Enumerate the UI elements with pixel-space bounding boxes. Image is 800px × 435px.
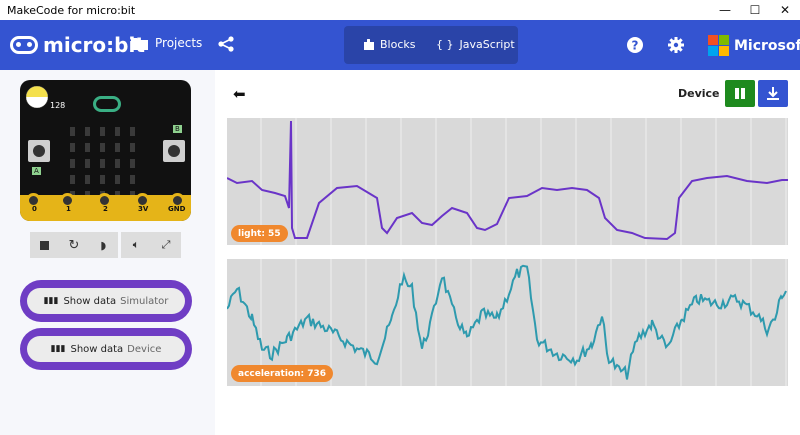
light-level-icon [26,86,48,108]
show-data-device-pill: ▮▮▮ Show data Device [27,336,185,362]
led-matrix[interactable] [70,127,135,200]
pin-3v[interactable] [135,193,150,208]
simulator-controls-2: 🔈︎ ⤢ [121,232,181,258]
javascript-label: JavaScript [459,38,515,51]
logo-text: micro:bit [43,33,145,57]
pin-label: 0 [32,205,37,213]
blocks-label: Blocks [380,38,416,51]
microsoft-icon [708,35,729,56]
show-data-simulator-button[interactable]: ▮▮▮ Show data Simulator [20,280,192,322]
pin-label: 2 [103,205,108,213]
acceleration-chart: acceleration: 736 [227,259,788,386]
window-title: MakeCode for micro:bit [7,3,136,17]
simulator-controls: ↻ ◗ [30,232,118,258]
svg-text:?: ? [632,39,639,53]
arrow-left-icon: ⬅ [233,85,246,103]
bar-chart-icon: ▮▮▮ [50,344,66,354]
light-chart: light: 55 [227,118,788,245]
pin-1[interactable] [60,193,75,208]
restart-icon: ↻ [68,237,80,253]
slowmo-icon: ◗ [100,238,107,252]
acceleration-badge: acceleration: 736 [231,365,334,382]
fullscreen-icon: ⤢ [161,238,171,251]
button-b[interactable] [163,140,185,162]
close-button[interactable]: ✕ [779,3,791,17]
back-button[interactable]: ⬅ [233,85,246,103]
show-data-simulator-pill: ▮▮▮ Show data Simulator [27,288,185,314]
waveform-line [227,120,788,241]
minimize-button[interactable]: — [719,3,731,17]
download-icon [767,87,779,100]
button-b-label: B [173,125,182,133]
simulator-panel: 128 A B 0 1 2 3V [0,70,215,435]
waveform-line [227,264,787,380]
pause-button[interactable] [725,80,755,107]
braces-icon: { } [436,38,454,51]
light-badge: light: 55 [231,225,288,242]
bar-chart-icon: ▮▮▮ [43,296,59,306]
projects-button[interactable]: Projects [131,36,202,50]
show-data-label: Show data [63,295,117,307]
gear-icon [668,37,684,53]
puzzle-icon [364,39,374,50]
pin-label: 1 [66,205,71,213]
pin-label: GND [168,205,186,213]
microbit-board: 128 A B 0 1 2 3V [20,80,191,221]
microsoft-label: Microsoft [734,37,800,54]
editor-toggle: Blocks { } JavaScript [344,26,518,64]
stop-button[interactable] [30,240,59,250]
show-data-device-button[interactable]: ▮▮▮ Show data Device [20,328,192,370]
help-icon: ? [627,37,643,53]
share-button[interactable] [218,36,234,56]
show-data-source: Simulator [120,295,169,307]
pin-gnd[interactable] [170,193,185,208]
sound-icon: 🔈︎ [132,238,140,251]
settings-button[interactable] [668,37,684,57]
stop-icon [40,240,50,250]
slowmo-button[interactable]: ◗ [89,239,118,252]
sound-button[interactable]: 🔈︎ [121,238,151,252]
microbit-face-icon [93,96,121,112]
help-button[interactable]: ? [627,37,643,57]
share-icon [218,36,234,52]
microbit-logo-icon [10,36,38,54]
microbit-logo[interactable]: micro:bit [10,33,145,57]
projects-label: Projects [155,36,203,50]
blocks-tab[interactable]: Blocks [364,38,415,51]
pin-label: 3V [138,205,149,213]
edge-connector: 0 1 2 3V GND [20,193,191,221]
button-a-label: A [32,167,41,175]
button-a[interactable] [28,140,50,162]
show-data-source: Device [127,343,162,355]
restart-button[interactable]: ↻ [59,238,88,253]
pin-0[interactable] [26,193,41,208]
microsoft-logo[interactable]: Microsoft [708,35,800,56]
title-bar: MakeCode for micro:bit — ☐ ✕ [0,0,800,20]
download-button[interactable] [758,80,788,107]
pin-2[interactable] [97,193,112,208]
serial-data-view: ⬅ Device light: 55 acceleration: 736 [215,70,800,435]
fullscreen-button[interactable]: ⤢ [151,238,181,252]
javascript-tab[interactable]: { } JavaScript [436,38,515,51]
source-label: Device [678,87,720,100]
maximize-button[interactable]: ☐ [749,3,761,17]
folder-icon [131,37,148,50]
show-data-label: Show data [70,343,124,355]
pause-icon [735,88,745,99]
menubar: micro:bit Projects Blocks { } JavaS [0,20,800,70]
light-level-value[interactable]: 128 [50,101,66,110]
